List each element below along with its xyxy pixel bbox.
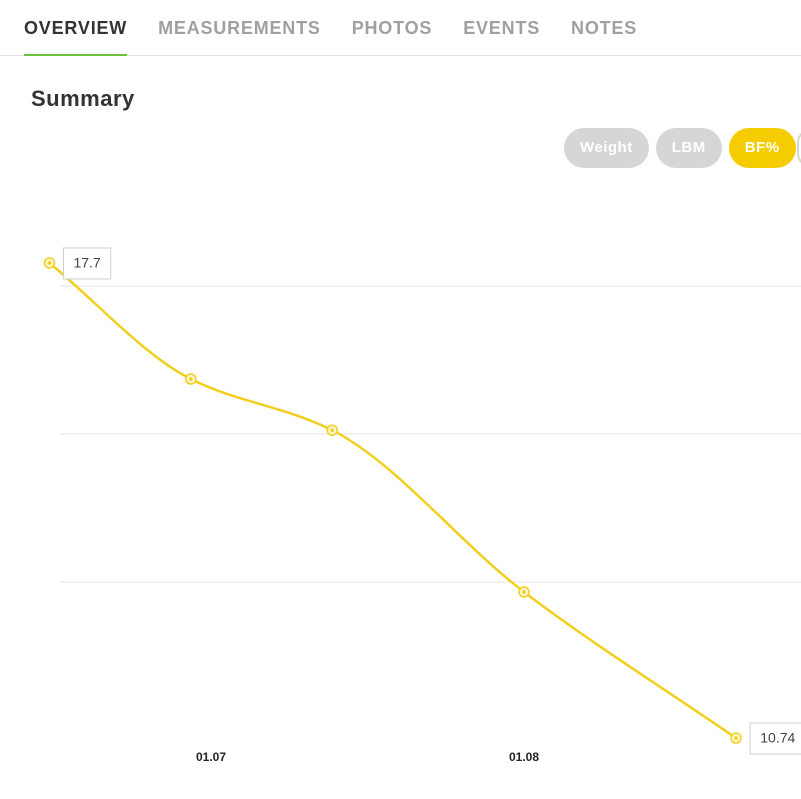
data-point-center <box>47 261 52 265</box>
data-point-center <box>734 736 738 740</box>
toggle-button[interactable]: BF% <box>728 128 796 168</box>
tab[interactable]: MEASUREMENTS <box>158 18 321 38</box>
value-label-box <box>62 247 112 280</box>
toggle-button[interactable]: Weight <box>564 128 649 168</box>
value-label: 17.7 <box>73 255 100 271</box>
data-point-center <box>522 590 526 594</box>
toggle-group: Weight LBM BF% <box>564 128 801 168</box>
tab[interactable]: OVERVIEW <box>24 0 128 56</box>
x-tick-label: 01.07 <box>196 750 226 764</box>
tab[interactable]: NOTES <box>571 18 638 38</box>
toggle-button[interactable]: LBM <box>655 128 722 168</box>
value-label-box <box>749 722 801 755</box>
section-title: Summary <box>31 86 135 111</box>
line <box>48 262 737 740</box>
tab[interactable]: PHOTOS <box>351 18 433 38</box>
x-tick-label: 01.08 <box>509 750 539 764</box>
tab-bar: OVERVIEW MEASUREMENTS PHOTOS EVENTS NOTES <box>0 0 801 56</box>
data-point-center <box>330 428 334 432</box>
data-point-center <box>189 377 193 381</box>
tab[interactable]: EVENTS <box>463 18 541 38</box>
value-label: 10.74 <box>760 730 795 746</box>
